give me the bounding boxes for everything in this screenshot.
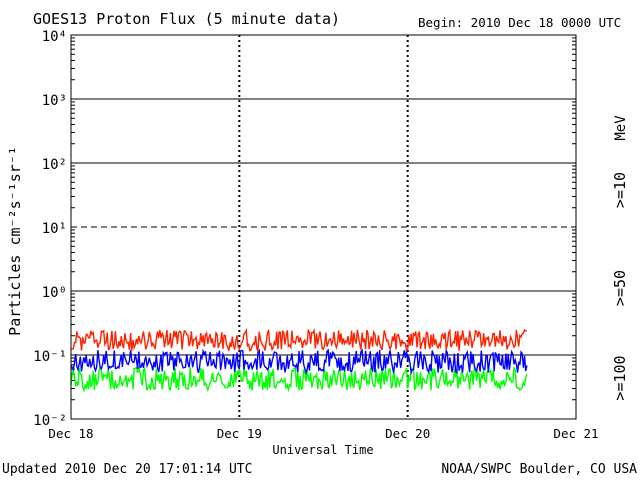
y-tick-label: 10⁻¹: [33, 349, 67, 365]
y-tick-label: 10³: [42, 93, 67, 109]
x-tick-label: Dec 19: [217, 426, 262, 441]
y-tick-label: 10⁻²: [33, 413, 67, 429]
credit-label: NOAA/SWPC Boulder, CO USA: [441, 462, 637, 477]
legend-ge100: >=100: [611, 355, 629, 400]
legend-ge50: >=50: [611, 270, 629, 306]
x-tick-labels: Dec 18 Dec 19 Dec 20 Dec 21: [48, 426, 598, 441]
begin-label: Begin: 2010 Dec 18 0000 UTC: [418, 15, 621, 30]
updated-timestamp: Updated 2010 Dec 20 17:01:14 UTC: [2, 462, 252, 477]
x-tick-label: Dec 21: [553, 426, 598, 441]
legend-ge10: >=10: [611, 172, 629, 208]
y-tick-label: 10¹: [42, 221, 67, 237]
y-tick-labels: 10⁴ 10³ 10² 10¹ 10⁰ 10⁻¹ 10⁻²: [33, 29, 67, 429]
y-axis-label: Particles cm⁻²s⁻¹sr⁻¹: [6, 146, 24, 336]
y-tick-label: 10⁰: [42, 285, 67, 301]
y-tick-label: 10²: [42, 157, 67, 173]
x-axis-label: Universal Time: [272, 443, 373, 457]
series-lines: [70, 327, 528, 393]
x-tick-label: Dec 18: [48, 426, 93, 441]
plot-frame: [70, 34, 577, 420]
series-line-10: [70, 327, 528, 353]
y-tick-label: 10⁴: [42, 29, 67, 45]
x-tick-label: Dec 20: [385, 426, 430, 441]
chart-title: GOES13 Proton Flux (5 minute data): [33, 10, 340, 28]
series-line-50: [70, 348, 528, 376]
series-line-100: [70, 365, 528, 393]
units-label: MeV: [613, 115, 629, 141]
